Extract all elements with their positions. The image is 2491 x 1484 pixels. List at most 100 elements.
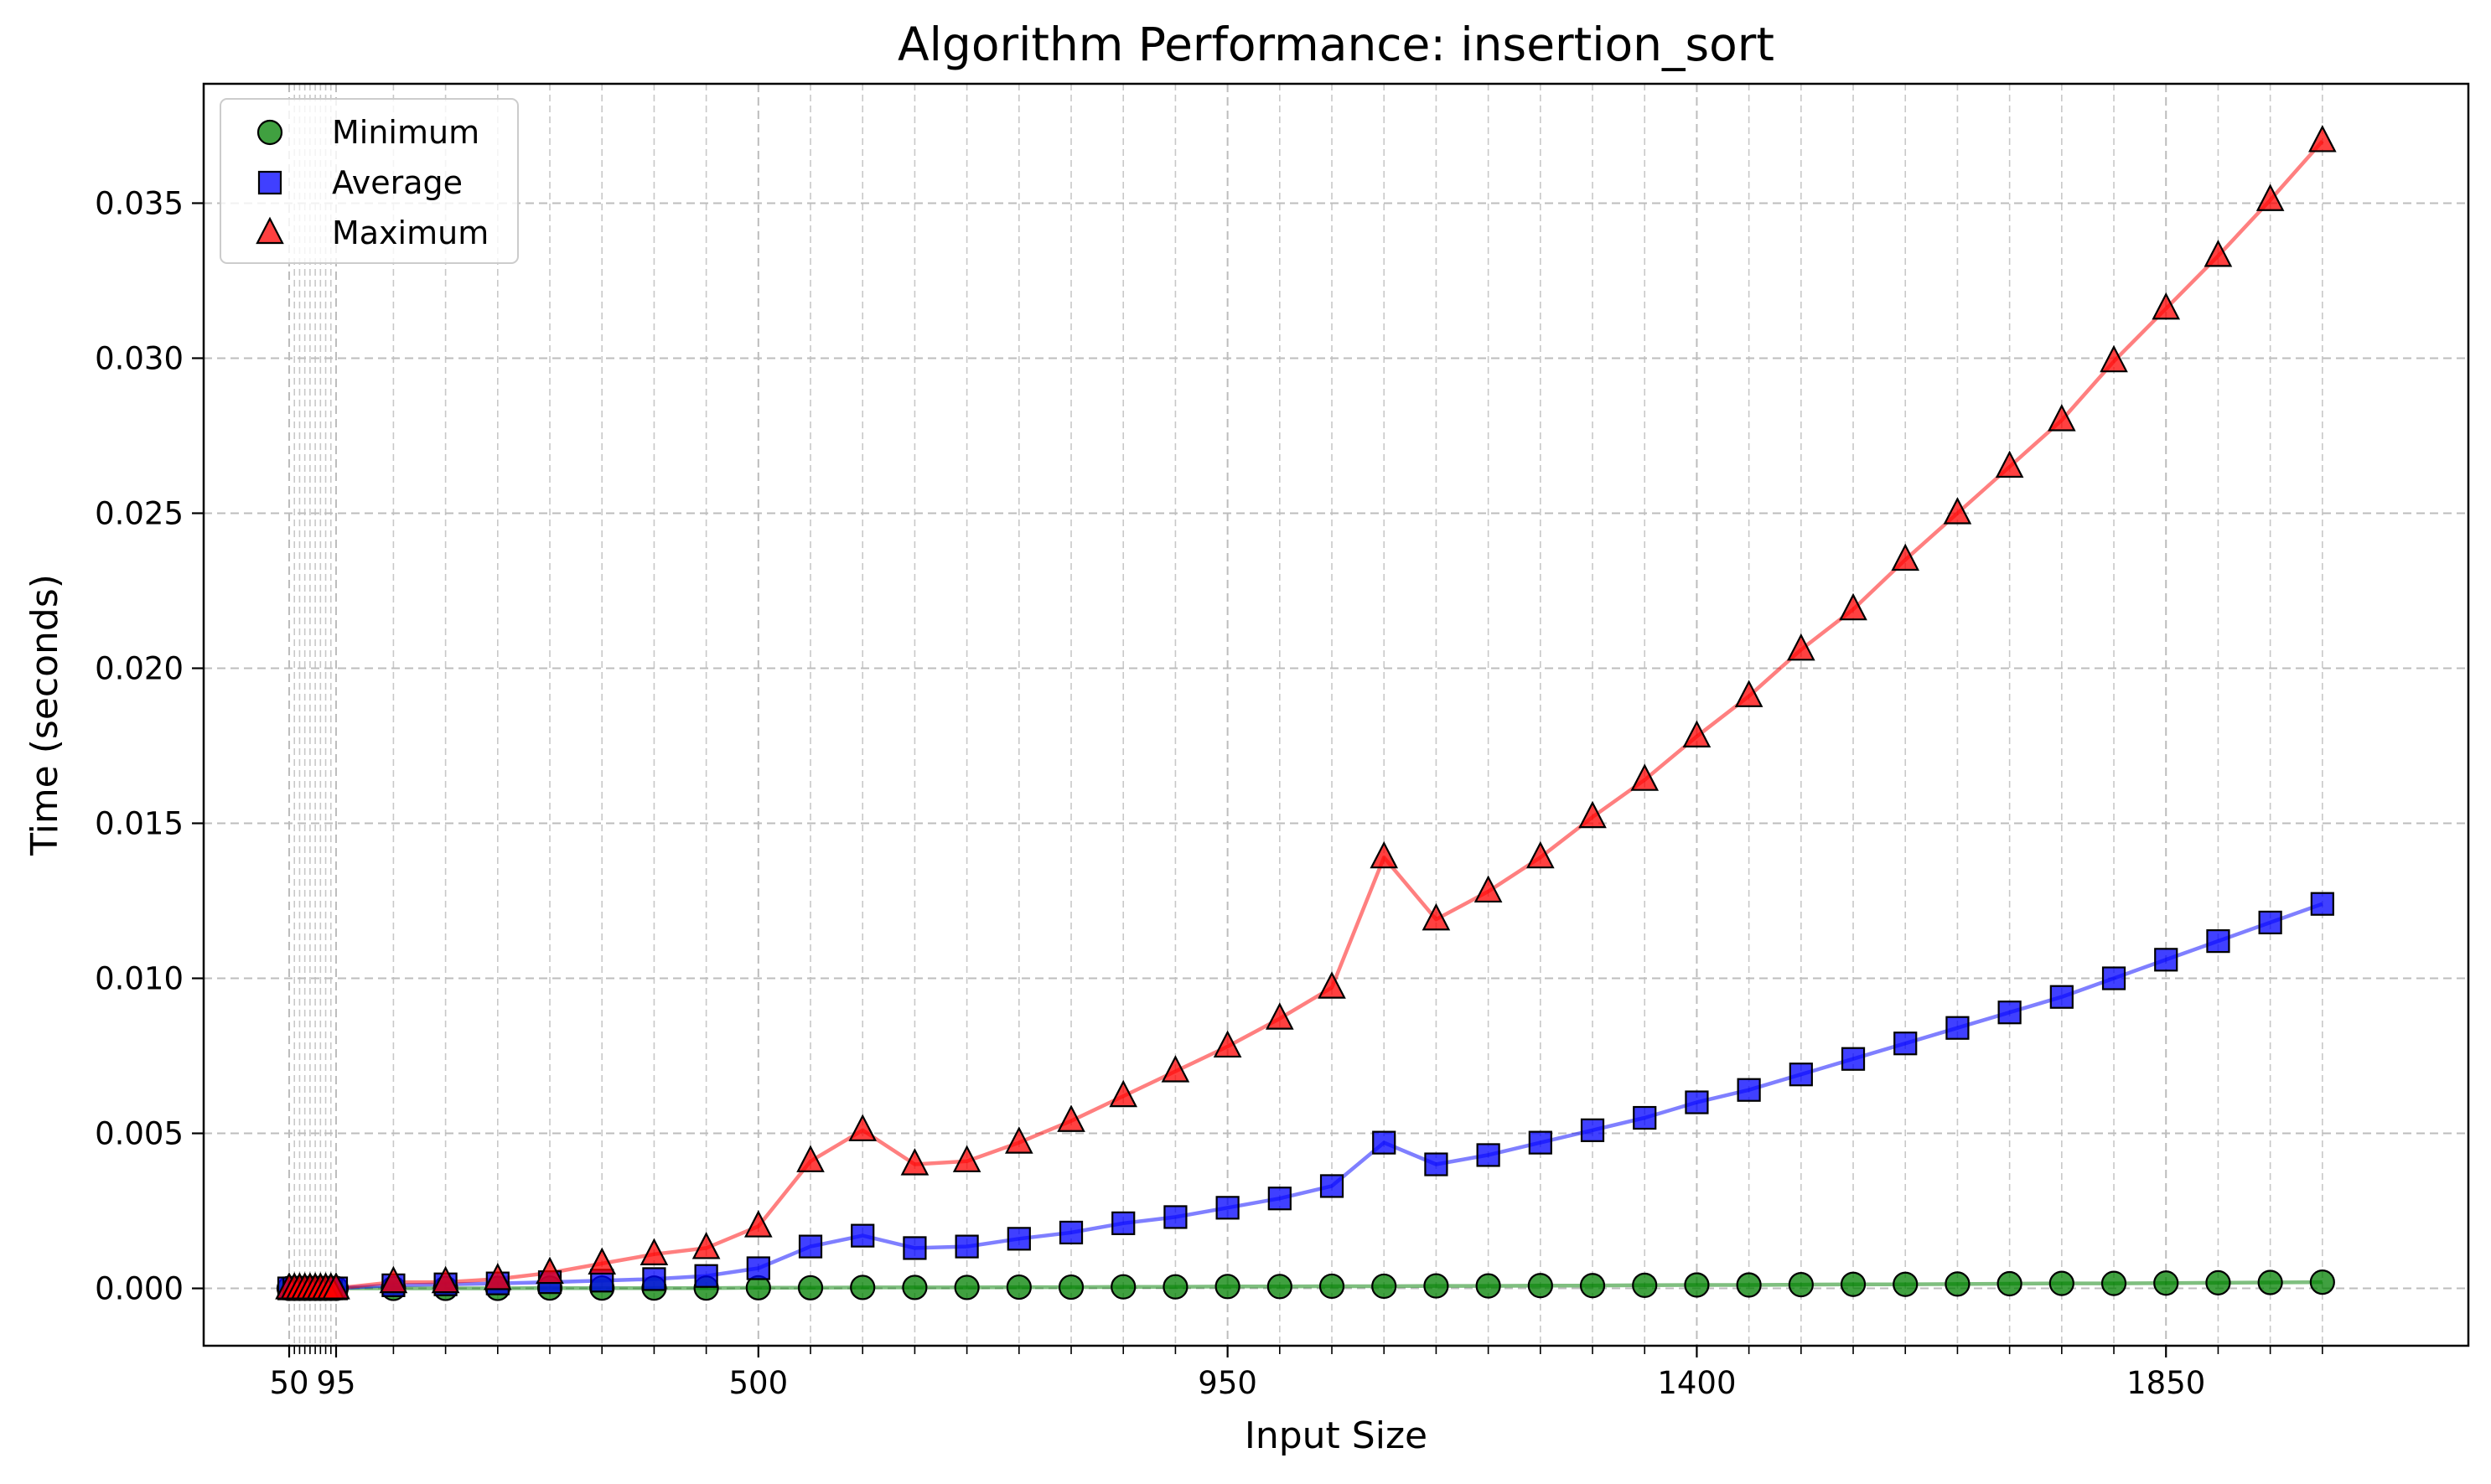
point-average-43 (2101, 966, 2126, 990)
point-average-41 (1997, 1001, 2022, 1025)
point-average-28 (1319, 1174, 1344, 1198)
point-maximum-26 (1213, 1030, 1242, 1058)
legend-marker-average (257, 170, 282, 195)
point-maximum-36 (1734, 680, 1763, 707)
point-maximum-43 (2100, 344, 2128, 373)
point-minimum-35 (1684, 1272, 1710, 1298)
point-maximum-23 (1057, 1104, 1085, 1132)
point-minimum-23 (1058, 1274, 1085, 1300)
point-minimum-28 (1318, 1273, 1345, 1300)
point-maximum-29 (1370, 840, 1399, 869)
point-maximum-44 (2152, 292, 2181, 320)
point-average-32 (1528, 1130, 1552, 1155)
point-minimum-21 (954, 1275, 980, 1300)
chart-title: Algorithm Performance: insertion_sort (898, 18, 1774, 71)
y-tick-label-4: 0.020 (95, 650, 184, 686)
point-maximum-37 (1787, 633, 1815, 661)
point-minimum-26 (1214, 1274, 1240, 1300)
y-tick-label-6: 0.030 (95, 340, 184, 376)
point-maximum-14 (588, 1247, 617, 1275)
x-tick-label-4: 1400 (1657, 1365, 1736, 1401)
point-maximum-28 (1318, 971, 1346, 999)
x-tick-label-0: 50 (269, 1365, 308, 1401)
point-average-26 (1215, 1196, 1240, 1220)
point-average-16 (694, 1264, 718, 1288)
point-average-19 (851, 1223, 875, 1248)
point-minimum-32 (1527, 1273, 1553, 1299)
point-maximum-47 (2308, 125, 2337, 153)
y-axis-label: Time (seconds) (23, 574, 66, 856)
y-tick-label-1: 0.005 (95, 1116, 184, 1152)
point-minimum-20 (902, 1275, 928, 1300)
point-maximum-9 (322, 1272, 350, 1300)
point-average-17 (746, 1256, 770, 1280)
point-average-37 (1789, 1063, 1813, 1087)
point-minimum-37 (1788, 1272, 1814, 1298)
point-minimum-36 (1736, 1272, 1762, 1298)
point-average-15 (642, 1267, 666, 1291)
point-minimum-38 (1840, 1271, 1867, 1297)
point-minimum-46 (2257, 1269, 2283, 1295)
point-maximum-22 (1005, 1126, 1033, 1154)
series-markers (275, 125, 2337, 1301)
point-average-45 (2206, 929, 2230, 954)
point-minimum-24 (1111, 1274, 1137, 1300)
point-maximum-45 (2204, 239, 2233, 267)
point-average-47 (2310, 892, 2334, 916)
point-minimum-43 (2100, 1270, 2127, 1296)
point-average-29 (1372, 1130, 1396, 1155)
point-average-42 (2049, 985, 2074, 1009)
legend: Minimum Average Maximum (220, 98, 519, 264)
point-maximum-13 (536, 1256, 564, 1285)
point-maximum-35 (1682, 720, 1712, 748)
x-tick-label-1: 95 (316, 1365, 355, 1401)
point-maximum-39 (1891, 543, 1920, 571)
legend-label-average: Average (332, 164, 463, 201)
point-minimum-18 (797, 1275, 824, 1300)
legend-label-minimum: Minimum (332, 114, 479, 151)
point-minimum-27 (1266, 1274, 1292, 1300)
point-maximum-41 (1995, 450, 2024, 478)
point-maximum-19 (848, 1114, 878, 1141)
point-average-18 (798, 1234, 823, 1259)
y-axis-ticks: 0.000 0.005 0.010 0.015 0.020 0.025 0.030 0.035 (95, 185, 204, 1307)
point-average-21 (955, 1234, 979, 1259)
legend-label-maximum: Maximum (332, 215, 489, 251)
point-average-35 (1685, 1090, 1709, 1114)
point-minimum-45 (2205, 1269, 2231, 1295)
x-axis-ticks: 50 95 500 950 1400 1850 (269, 1346, 2323, 1401)
point-minimum-29 (1371, 1273, 1397, 1300)
point-maximum-33 (1578, 800, 1607, 829)
point-maximum-42 (2048, 404, 2076, 432)
x-tick-label-3: 950 (1198, 1365, 1257, 1401)
y-tick-label-7: 0.035 (95, 185, 184, 221)
point-maximum-11 (431, 1265, 460, 1294)
point-maximum-32 (1526, 840, 1555, 869)
point-average-20 (903, 1236, 927, 1260)
y-tick-label-0: 0.000 (95, 1271, 184, 1307)
legend-marker-minimum (256, 119, 283, 146)
point-minimum-30 (1423, 1273, 1449, 1299)
point-average-39 (1893, 1032, 1918, 1056)
y-tick-label-5: 0.025 (95, 495, 184, 531)
point-maximum-10 (379, 1265, 408, 1294)
point-maximum-40 (1943, 497, 1972, 525)
point-average-40 (1945, 1016, 1970, 1040)
point-minimum-41 (1996, 1270, 2022, 1297)
point-average-30 (1424, 1152, 1448, 1176)
point-maximum-30 (1422, 902, 1451, 931)
point-minimum-47 (2309, 1269, 2335, 1295)
point-minimum-19 (850, 1275, 876, 1300)
point-minimum-39 (1893, 1271, 1919, 1297)
point-maximum-46 (2255, 184, 2285, 211)
point-maximum-24 (1109, 1079, 1138, 1108)
point-maximum-16 (691, 1232, 721, 1259)
point-maximum-17 (744, 1210, 773, 1238)
point-minimum-31 (1475, 1273, 1501, 1299)
point-minimum-33 (1579, 1273, 1606, 1299)
point-maximum-12 (484, 1263, 512, 1290)
point-average-25 (1163, 1205, 1188, 1229)
point-maximum-18 (796, 1145, 825, 1172)
point-maximum-27 (1266, 1002, 1294, 1030)
